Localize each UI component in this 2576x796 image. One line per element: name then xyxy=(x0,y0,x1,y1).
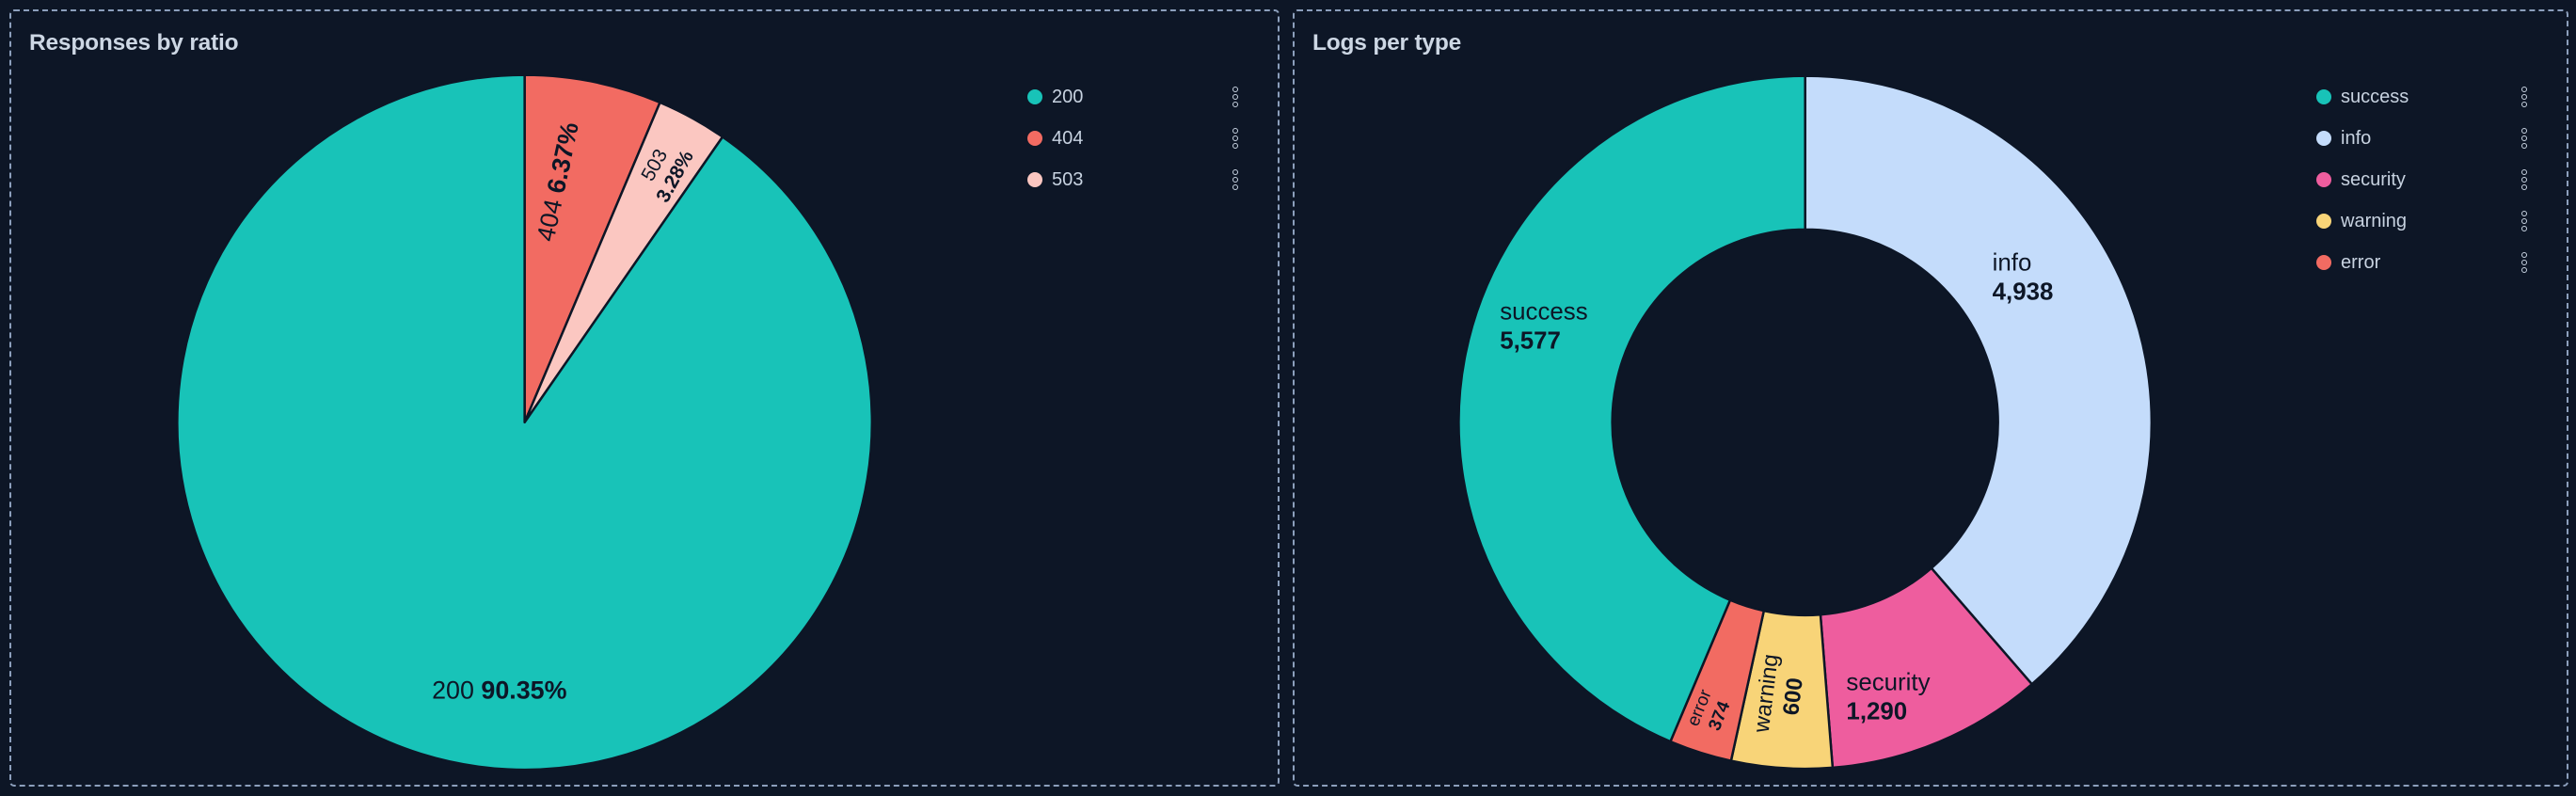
kebab-menu-icon[interactable] xyxy=(1231,85,1240,109)
slice-label-200: 200 90.35% xyxy=(432,676,566,704)
kebab-menu-icon[interactable] xyxy=(2520,126,2529,151)
pie-slice-success[interactable] xyxy=(1457,74,1806,743)
legend-label: 200 xyxy=(1052,86,1084,107)
kebab-menu-icon[interactable] xyxy=(2520,209,2529,233)
panel-logs-per-type: info 4,938 security 1,290 warning 600 error 374… xyxy=(1293,9,2568,787)
legend: 200 404 503 xyxy=(1027,76,1240,200)
legend-label: 404 xyxy=(1052,127,1084,149)
legend-item-404[interactable]: 404 xyxy=(1027,118,1240,159)
pie-slice-404[interactable] xyxy=(523,73,661,424)
legend-swatch-503 xyxy=(1027,172,1042,187)
legend: success info security warning error xyxy=(2316,76,2529,283)
panel-title[interactable]: Logs per type xyxy=(1312,30,1462,56)
kebab-menu-icon[interactable] xyxy=(2520,167,2529,192)
legend-swatch-warning xyxy=(2316,214,2331,229)
legend-swatch-200 xyxy=(1027,89,1042,104)
legend-swatch-error xyxy=(2316,255,2331,270)
slice-label-security: security 1,290 xyxy=(1846,669,1930,724)
legend-label: error xyxy=(2341,251,2381,273)
pie-slice-200[interactable] xyxy=(176,73,874,772)
svg-text:info: info xyxy=(1993,250,2032,277)
legend-item-security[interactable]: security xyxy=(2316,159,2529,200)
svg-text:1,290: 1,290 xyxy=(1846,698,1907,724)
legend-label: warning xyxy=(2341,210,2408,231)
legend-item-200[interactable]: 200 xyxy=(1027,76,1240,118)
svg-text:success: success xyxy=(1500,298,1587,325)
legend-swatch-security xyxy=(2316,172,2331,187)
panel-title[interactable]: Responses by ratio xyxy=(29,30,239,56)
kebab-menu-icon[interactable] xyxy=(2520,250,2529,275)
legend-swatch-404 xyxy=(1027,131,1042,146)
legend-swatch-info xyxy=(2316,131,2331,146)
legend-label: 503 xyxy=(1052,168,1084,190)
legend-item-warning[interactable]: warning xyxy=(2316,200,2529,242)
svg-text:security: security xyxy=(1846,669,1930,695)
panel-responses-by-ratio: 404 6.37% 503 3.28% 200 90.35% Responses by… xyxy=(9,9,1280,787)
legend-item-info[interactable]: info xyxy=(2316,118,2529,159)
kebab-menu-icon[interactable] xyxy=(2520,85,2529,109)
svg-text:600: 600 xyxy=(1778,677,1808,717)
legend-item-503[interactable]: 503 xyxy=(1027,159,1240,200)
svg-text:200 90.35%: 200 90.35% xyxy=(432,676,566,704)
pie-slice-info[interactable] xyxy=(1804,74,2154,686)
kebab-menu-icon[interactable] xyxy=(1231,126,1240,151)
svg-text:4,938: 4,938 xyxy=(1993,279,2054,306)
svg-text:5,577: 5,577 xyxy=(1500,327,1561,354)
kebab-menu-icon[interactable] xyxy=(1231,167,1240,192)
legend-label: info xyxy=(2341,127,2372,149)
legend-label: security xyxy=(2341,168,2406,190)
legend-label: success xyxy=(2341,86,2409,107)
legend-item-error[interactable]: error xyxy=(2316,242,2529,283)
donut-chart-logs: info4,938security1,290warning600error374… xyxy=(1457,74,2154,771)
legend-item-success[interactable]: success xyxy=(2316,76,2529,118)
legend-swatch-success xyxy=(2316,89,2331,104)
